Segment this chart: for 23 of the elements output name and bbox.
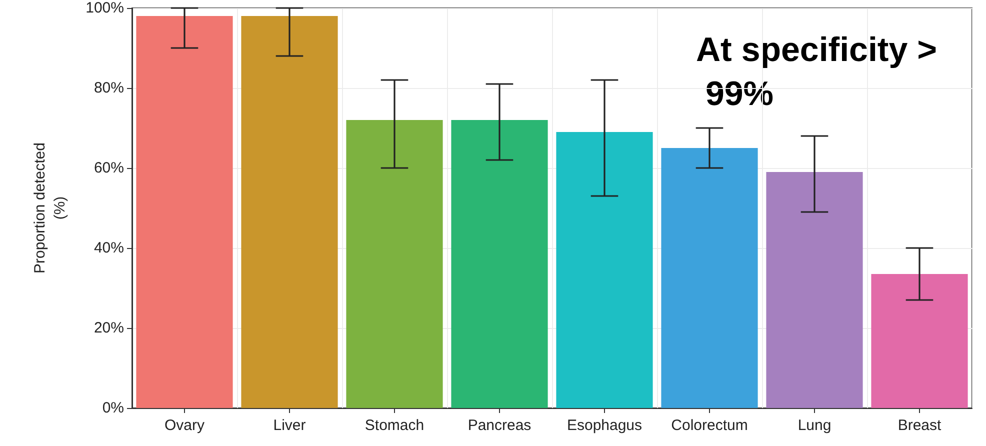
x-tick-label: Liver [273, 417, 306, 434]
x-tick-label: Pancreas [468, 417, 532, 434]
y-tick-label: 100% [86, 0, 124, 16]
bar [661, 148, 758, 408]
bar [556, 132, 653, 408]
x-tick-label: Colorectum [671, 417, 748, 434]
bar [871, 274, 968, 408]
bar [241, 16, 338, 408]
bar [766, 172, 863, 408]
x-tick-label: Esophagus [566, 417, 642, 434]
bar [451, 120, 548, 408]
y-tick-label: 80% [94, 80, 124, 96]
y-tick-label: 40% [94, 240, 124, 256]
bar [136, 16, 233, 408]
x-tick-label: Stomach [364, 417, 424, 434]
y-axis-title: Proportion detected (%) [32, 142, 68, 274]
x-tick-label: Breast [898, 417, 942, 434]
y-tick-label: 0% [102, 400, 124, 416]
bar [346, 120, 443, 408]
y-tick-label: 60% [94, 160, 124, 176]
y-tick-label: 20% [94, 320, 124, 336]
x-tick-label: Lung [798, 417, 832, 434]
x-tick-label: Ovary [164, 417, 205, 434]
